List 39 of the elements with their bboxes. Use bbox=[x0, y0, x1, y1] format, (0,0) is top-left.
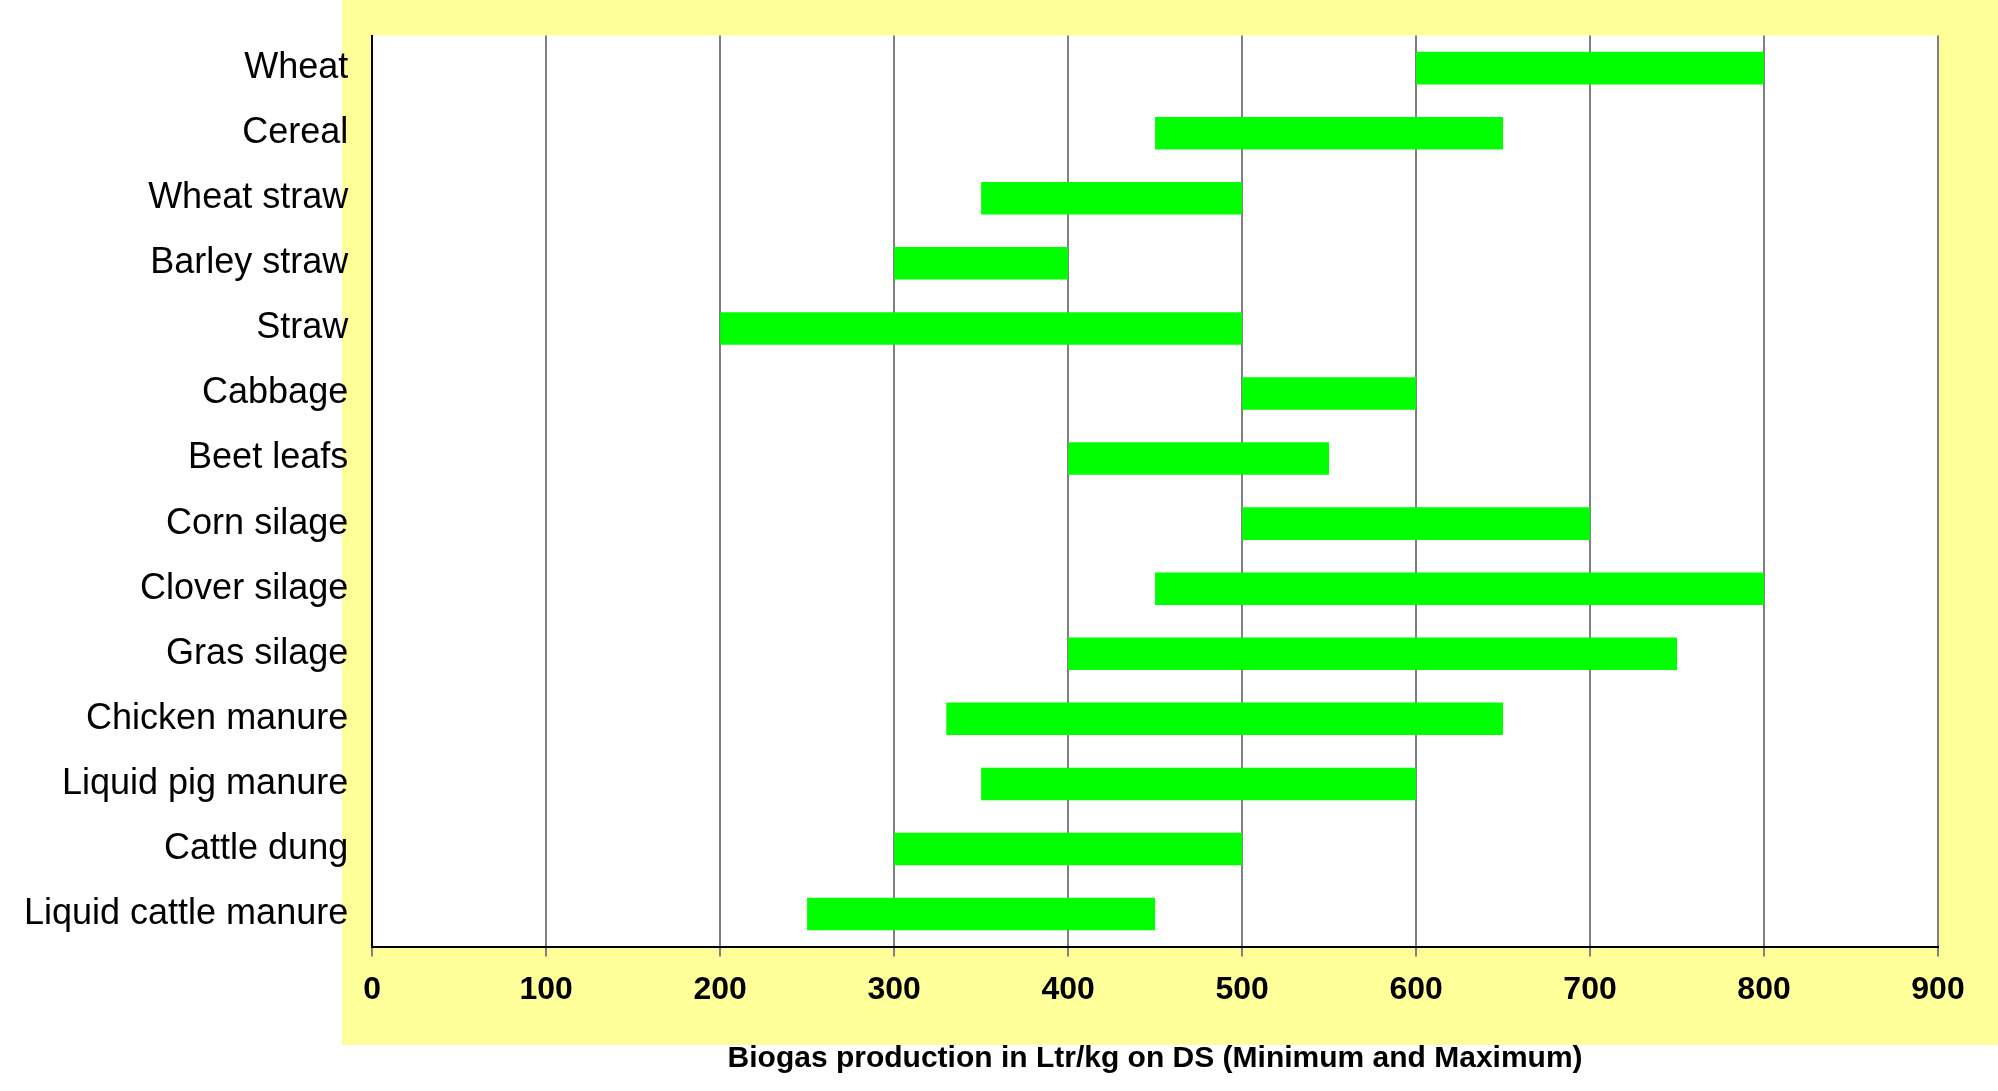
bar bbox=[1155, 572, 1765, 605]
y-tick-label: Gras silage bbox=[166, 630, 349, 672]
bar bbox=[981, 182, 1243, 215]
bar bbox=[1242, 507, 1591, 540]
x-tick-label: 0 bbox=[363, 969, 382, 1006]
y-tick-label: Cattle dung bbox=[164, 825, 349, 867]
x-tick-label: 100 bbox=[519, 969, 573, 1006]
bar bbox=[981, 767, 1417, 801]
bar bbox=[1155, 116, 1504, 150]
x-tick-label: 500 bbox=[1215, 969, 1269, 1006]
y-tick-label: Chicken manure bbox=[86, 695, 349, 737]
y-tick-label: Liquid pig manure bbox=[61, 760, 349, 802]
x-tick-label: 300 bbox=[867, 969, 921, 1006]
bar bbox=[1068, 637, 1678, 671]
y-tick-label: Barley straw bbox=[150, 240, 350, 282]
x-tick-label: 800 bbox=[1737, 969, 1791, 1006]
bar bbox=[1416, 51, 1765, 85]
bar bbox=[894, 832, 1243, 866]
y-tick-label: Beet leafs bbox=[188, 435, 349, 477]
y-tick-label: Cereal bbox=[242, 110, 349, 152]
x-tick-label: 400 bbox=[1041, 969, 1095, 1006]
y-tick-label: Straw bbox=[256, 305, 350, 347]
y-tick-label: Liquid cattle manure bbox=[23, 890, 349, 932]
x-tick-label: 200 bbox=[693, 969, 747, 1006]
y-tick-label: Corn silage bbox=[166, 500, 349, 542]
bar bbox=[807, 897, 1156, 931]
y-tick-label: Clover silage bbox=[140, 565, 349, 607]
bar bbox=[946, 702, 1504, 736]
x-axis-title: Biogas production in Ltr/kg on DS (Minimum and Maximum) bbox=[727, 1040, 1583, 1074]
x-tick-label: 600 bbox=[1389, 969, 1443, 1006]
bar bbox=[1242, 377, 1417, 410]
bar bbox=[894, 247, 1069, 280]
y-tick-label: Wheat bbox=[244, 45, 349, 87]
x-tick-label: 700 bbox=[1563, 969, 1617, 1006]
x-tick-label: 900 bbox=[1911, 969, 1965, 1006]
y-tick-label: Cabbage bbox=[202, 370, 349, 412]
bar bbox=[1068, 442, 1330, 475]
bar bbox=[720, 312, 1243, 345]
y-tick-label: Wheat straw bbox=[148, 175, 350, 217]
